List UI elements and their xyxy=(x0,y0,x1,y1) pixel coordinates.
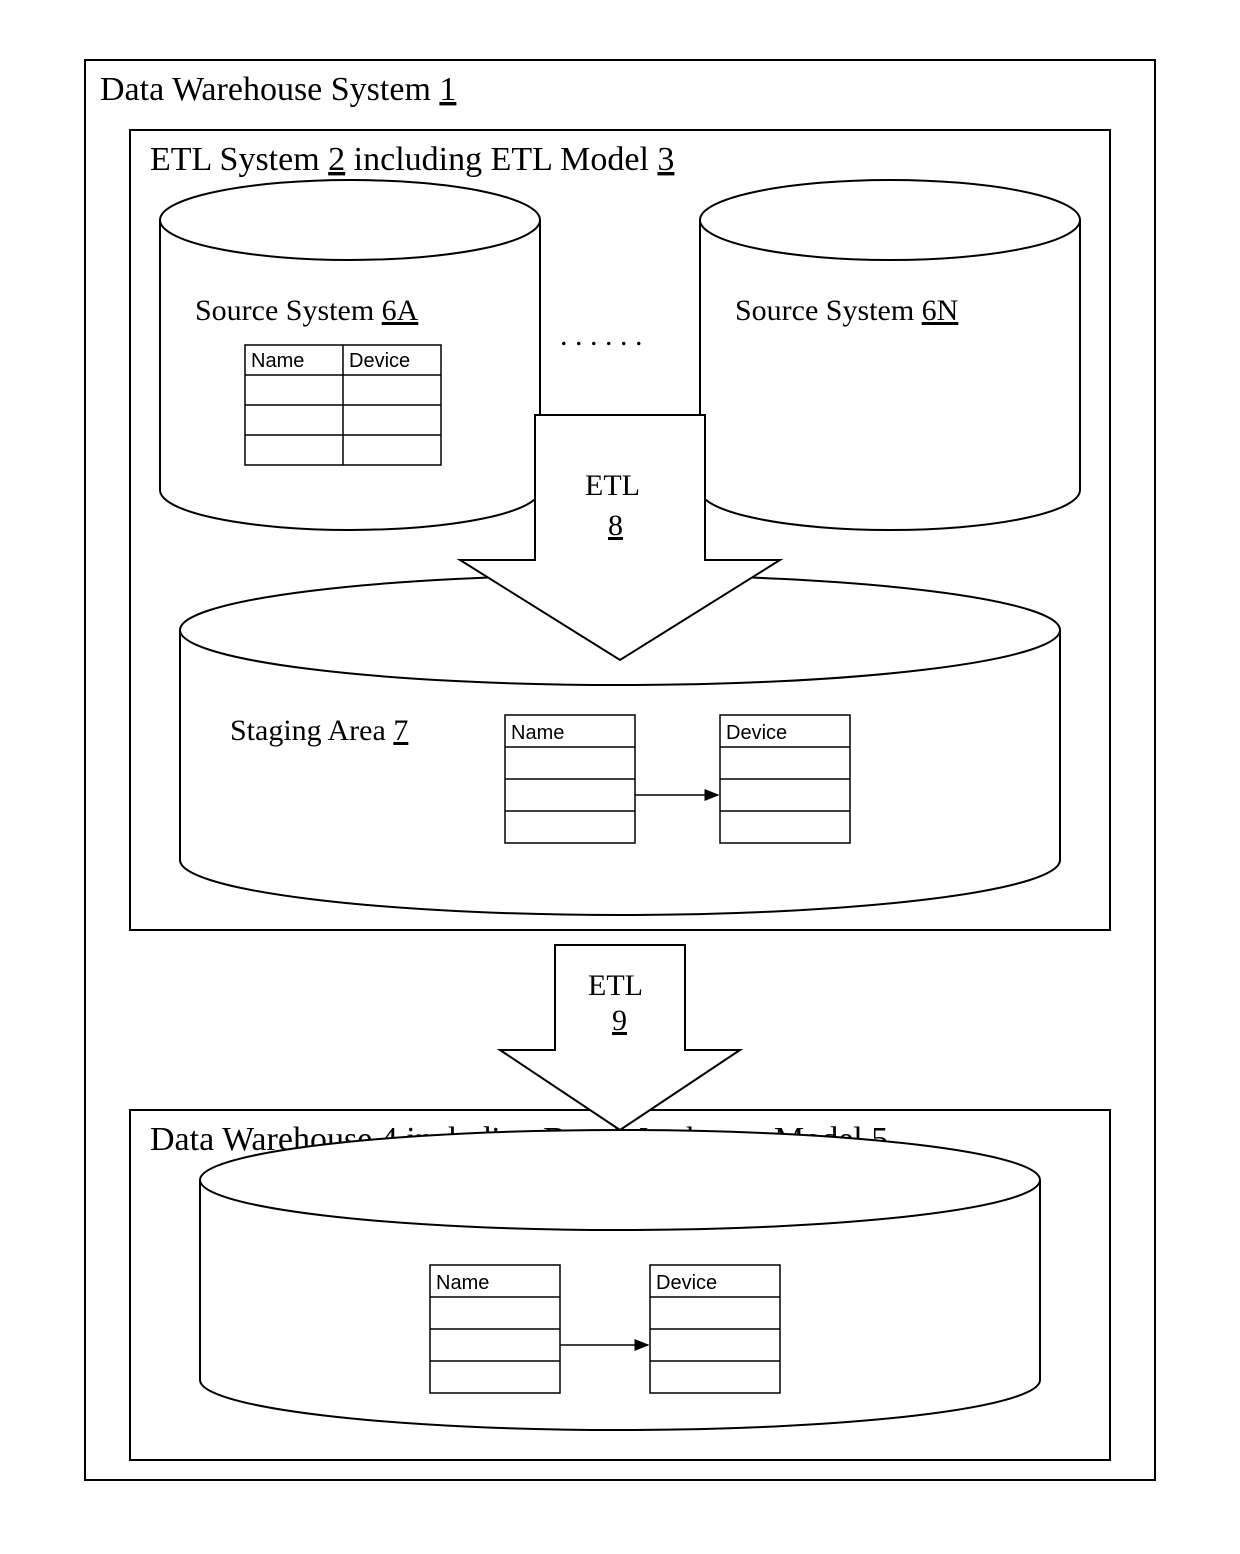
etl-system-title: ETL System 2 including ETL Model 3 xyxy=(150,141,674,178)
etl-arrow-9: ETL9 xyxy=(500,945,740,1130)
etl-arrow-9-ref: 9 xyxy=(612,1004,627,1037)
dw-table-left-header-0: Name xyxy=(436,1272,489,1294)
outer-box-title: Data Warehouse System 1 xyxy=(100,71,456,108)
etl-arrow-9-label: ETL xyxy=(588,969,643,1002)
staging-label: Staging Area 7 xyxy=(230,714,408,747)
cylinder-warehouse xyxy=(200,1130,1040,1430)
staging-table-left-header-0: Name xyxy=(511,722,564,744)
source-6n-label: Source System 6N xyxy=(735,294,958,327)
source-table: Name Device xyxy=(245,345,441,465)
cylinder-source-6n xyxy=(700,180,1080,530)
staging-table-left: Name xyxy=(505,715,635,843)
staging-table-right: Device xyxy=(720,715,850,843)
dw-table-left: Name xyxy=(430,1265,560,1393)
etl-arrow-8-ref: 8 xyxy=(608,509,623,542)
source-table-header-0: Name xyxy=(251,350,304,372)
etl-arrow-8-label: ETL xyxy=(585,469,640,502)
dw-table-right: Device xyxy=(650,1265,780,1393)
source-6a-label: Source System 6A xyxy=(195,294,419,327)
source-table-header-1: Device xyxy=(349,350,410,372)
ellipsis: . . . . . . xyxy=(560,319,643,352)
dw-table-right-header-0: Device xyxy=(656,1272,717,1294)
diagram-canvas: Data Warehouse System 1 ETL System 2 incl… xyxy=(0,0,1240,1554)
staging-table-right-header-0: Device xyxy=(726,722,787,744)
